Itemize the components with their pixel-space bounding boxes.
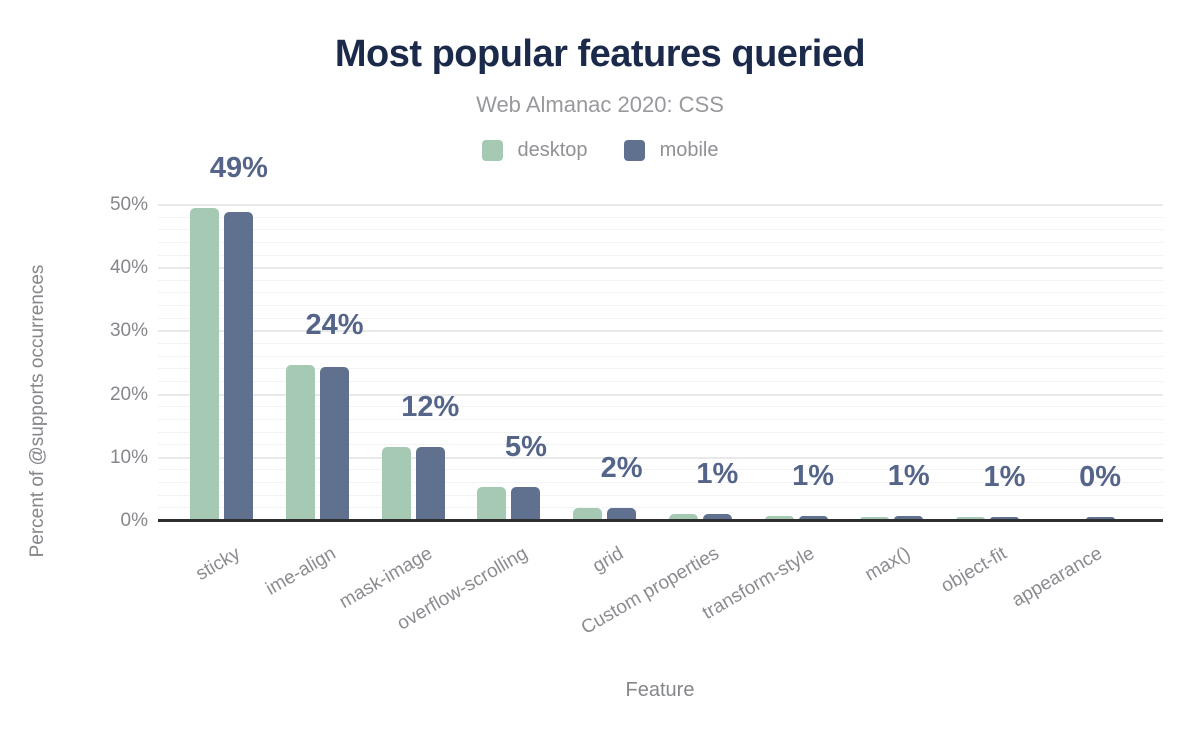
- y-tick-label: 30%: [109, 320, 148, 342]
- y-tick-label: 50%: [109, 194, 148, 215]
- minor-gridline: [158, 216, 1163, 218]
- bar-mobile-appearance[interactable]: [1085, 517, 1115, 520]
- legend-swatch-desktop-icon: [481, 140, 503, 161]
- bar-desktop-sticky[interactable]: [190, 208, 220, 520]
- category-band-sticky: 49%: [174, 152, 270, 521]
- minor-gridline: [158, 494, 1163, 496]
- y-tick-label: 40%: [109, 257, 148, 279]
- data-label: 1%: [983, 461, 1026, 494]
- bar-desktop-overflow-scrolling[interactable]: [477, 486, 507, 520]
- minor-gridline: [158, 444, 1163, 446]
- major-gridline: [158, 393, 1163, 396]
- minor-gridline: [158, 368, 1163, 370]
- bar-mobile-custom-properties[interactable]: [702, 513, 732, 520]
- legend-label-mobile: mobile: [659, 139, 719, 161]
- bar-desktop-ime-align[interactable]: [286, 365, 316, 520]
- legend: desktop mobile: [0, 139, 1200, 162]
- x-tick-label: sticky: [192, 543, 245, 585]
- bar-mobile-mask-image[interactable]: [415, 446, 445, 520]
- bar-desktop-custom-properties[interactable]: [668, 513, 698, 520]
- major-gridline: [158, 204, 1163, 206]
- category-band-grid: 2%: [557, 205, 653, 521]
- x-tick-label: appearance: [1008, 543, 1106, 612]
- minor-gridline: [158, 380, 1163, 382]
- bar-mobile-overflow-scrolling[interactable]: [511, 486, 541, 520]
- category-band-custom-properties: 1%: [653, 205, 749, 521]
- major-gridline: [158, 267, 1163, 270]
- y-axis-title: Percent of @supports occurrences: [27, 264, 48, 558]
- data-label: 1%: [792, 459, 834, 492]
- minor-gridline: [158, 482, 1163, 484]
- category-band-ime-align: 24%: [270, 205, 366, 521]
- legend-label-desktop: desktop: [517, 139, 588, 161]
- legend-item-desktop[interactable]: desktop: [481, 139, 588, 162]
- bar-mobile-sticky[interactable]: [224, 211, 254, 520]
- category-band-object-fit: 1%: [940, 205, 1036, 521]
- x-tick-label: object-fit: [937, 543, 1010, 598]
- y-tick-label: 10%: [109, 446, 148, 468]
- minor-gridline: [158, 355, 1163, 357]
- minor-gridline: [158, 317, 1163, 319]
- minor-gridline: [158, 418, 1163, 420]
- category-band-mask-image: 12%: [365, 205, 461, 521]
- minor-gridline: [158, 229, 1163, 231]
- data-label: 24%: [305, 309, 364, 342]
- x-axis-title: Feature: [625, 679, 695, 701]
- x-tick-label: ime-align: [262, 543, 341, 600]
- bar-desktop-max-[interactable]: [860, 517, 890, 520]
- chart-subtitle: Web Almanac 2020: CSS: [476, 92, 724, 117]
- minor-gridline: [158, 292, 1163, 294]
- minor-gridline: [158, 241, 1163, 243]
- data-label: 1%: [696, 457, 739, 490]
- category-band-max-: 1%: [844, 205, 940, 521]
- major-gridline: [158, 330, 1163, 333]
- bar-desktop-transform-style[interactable]: [764, 515, 794, 520]
- data-label: 1%: [887, 460, 930, 493]
- data-label: 49%: [209, 152, 268, 185]
- data-label: 12%: [401, 390, 460, 423]
- x-axis-line: [158, 519, 1163, 522]
- category-band-overflow-scrolling: 5%: [461, 205, 557, 521]
- y-tick-label: 20%: [109, 383, 148, 405]
- plot-area: 49% 24% 12% 5% 2% 1% 1% 1% 1% 0%: [158, 152, 1163, 522]
- legend-swatch-mobile-icon: [623, 140, 645, 161]
- bar-mobile-grid[interactable]: [607, 508, 637, 520]
- minor-gridline: [158, 343, 1163, 345]
- bar-mobile-max-[interactable]: [894, 516, 924, 520]
- bar-desktop-grid[interactable]: [573, 508, 603, 520]
- legend-item-mobile[interactable]: mobile: [623, 139, 719, 162]
- data-label: 2%: [600, 452, 643, 484]
- minor-gridline: [158, 279, 1163, 281]
- major-gridline: [158, 456, 1163, 459]
- minor-gridline: [158, 406, 1163, 408]
- minor-gridline: [158, 431, 1163, 433]
- x-tick-label: max(): [861, 543, 915, 586]
- x-tick-label: grid: [589, 543, 628, 578]
- minor-gridline: [158, 469, 1163, 471]
- bar-mobile-transform-style[interactable]: [798, 515, 828, 520]
- bar-mobile-ime-align[interactable]: [320, 367, 350, 520]
- y-tick-label: 0%: [120, 510, 148, 531]
- minor-gridline: [158, 507, 1163, 509]
- minor-gridline: [158, 254, 1163, 256]
- data-label: 0%: [1079, 461, 1122, 494]
- category-band-transform-style: 1%: [748, 205, 844, 521]
- bar-desktop-object-fit[interactable]: [955, 517, 985, 520]
- data-label: 5%: [504, 430, 547, 463]
- bar-mobile-object-fit[interactable]: [989, 517, 1019, 520]
- category-band-appearance: 0%: [1035, 205, 1131, 521]
- minor-gridline: [158, 305, 1163, 307]
- chart-title: Most popular features queried: [334, 33, 866, 75]
- bar-desktop-mask-image[interactable]: [381, 446, 411, 520]
